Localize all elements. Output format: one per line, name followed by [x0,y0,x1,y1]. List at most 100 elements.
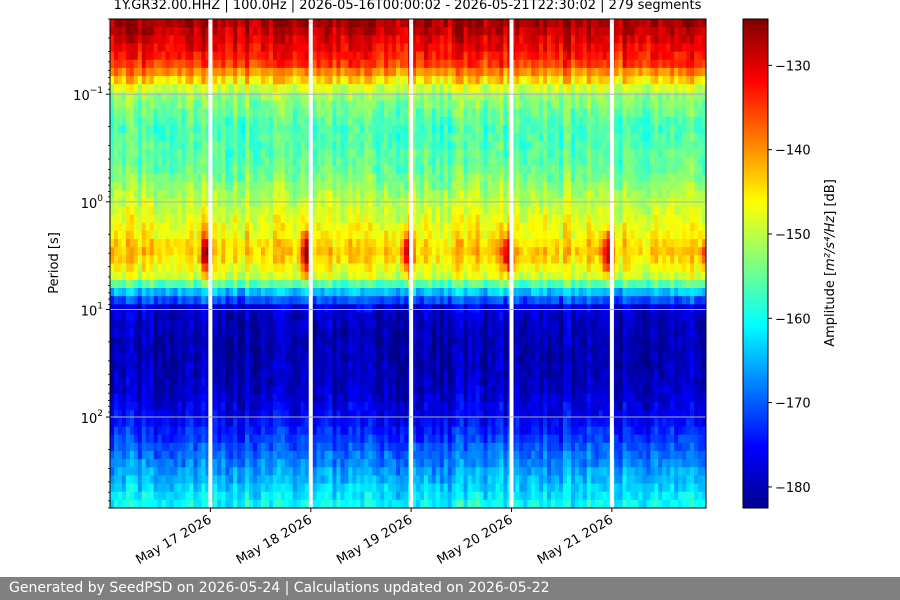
heatmap-cell [292,182,298,191]
heatmap-cell [165,450,171,460]
heatmap-cell [340,353,346,362]
heatmap-cell [352,369,357,379]
heatmap-cell [141,27,147,36]
heatmap-cell [423,279,429,289]
heatmap-cell [423,108,429,118]
heatmap-cell [177,483,183,493]
heatmap-cell [312,410,318,419]
heatmap-cell [364,116,369,126]
heatmap-cell [181,499,187,508]
heatmap-cell [221,312,226,322]
heatmap-cell [296,410,302,419]
heatmap-cell [165,116,171,126]
heatmap-cell [300,198,306,208]
heatmap-cell [431,499,437,508]
heatmap-cell [288,92,294,102]
heatmap-cell [316,418,322,428]
heatmap-cell [376,100,381,110]
heatmap-cell [419,190,425,199]
heatmap-cell [396,133,401,142]
heatmap-cell [340,287,346,297]
heatmap-cell [169,190,175,199]
heatmap-cell [431,475,437,485]
heatmap-cell [324,108,330,118]
heatmap-cell [328,239,334,248]
heatmap-cell [257,239,262,248]
heatmap-cell [121,76,127,85]
heatmap-cell [411,247,417,256]
heatmap-cell [157,345,163,354]
heatmap-cell [344,385,349,395]
heatmap-cell [181,222,187,232]
heatmap-cell [372,222,377,232]
heatmap-cell [129,222,135,232]
heatmap-cell [328,287,334,297]
heatmap-cell [288,108,294,118]
heatmap-cell [435,198,441,208]
heatmap-cell [439,133,445,142]
heatmap-cell [372,214,377,224]
heatmap-cell [249,124,254,134]
heatmap-cell [229,279,234,289]
heatmap-cell [229,116,234,126]
heatmap-cell [400,320,405,330]
heatmap-cell [117,361,123,371]
heatmap-cell [332,483,338,493]
heatmap-cell [133,320,139,330]
heatmap-cell [376,116,381,126]
heatmap-cell [352,263,357,273]
heatmap-cell [241,369,246,379]
heatmap-cell [117,182,123,191]
heatmap-cell [284,377,290,387]
heatmap-cell [360,84,365,93]
heatmap-cell [205,173,210,183]
heatmap-cell [356,27,361,36]
heatmap-cell [427,263,433,273]
heatmap-cell [229,133,234,142]
heatmap-cell [392,173,397,183]
heatmap-cell [173,345,179,354]
heatmap-cell [153,353,159,362]
heatmap-cell [173,402,179,411]
heatmap-cell [257,271,262,281]
heatmap-cell [276,116,282,126]
heatmap-cell [229,247,234,256]
heatmap-cell [296,84,302,93]
heatmap-cell [137,369,143,379]
heatmap-cell [149,116,155,126]
heatmap-cell [237,271,242,281]
heatmap-cell [110,467,115,476]
heatmap-cell [288,467,294,476]
heatmap-cell [189,190,195,199]
heatmap-cell [320,426,326,436]
heatmap-cell [356,467,361,476]
heatmap-cell [133,157,139,167]
heatmap-cell [253,483,258,493]
heatmap-cell [352,239,357,248]
heatmap-cell [141,459,147,468]
heatmap-cell [364,328,369,338]
heatmap-cell [360,124,365,134]
heatmap-cell [376,410,381,419]
heatmap-cell [249,157,254,167]
heatmap-cell [221,165,226,175]
heatmap-cell [233,133,238,142]
heatmap-cell [221,133,226,142]
heatmap-cell [284,328,290,338]
heatmap-cell [427,173,433,183]
heatmap-cell [129,402,135,411]
heatmap-cell [141,450,147,460]
heatmap-cell [149,84,155,93]
heatmap-cell [296,402,302,411]
heatmap-cell [173,304,179,313]
heatmap-cell [233,190,238,199]
heatmap-cell [356,35,361,45]
heatmap-cell [411,100,417,110]
heatmap-cell [217,442,222,452]
heatmap-cell [125,35,131,45]
heatmap-cell [201,296,206,305]
heatmap-cell [137,206,143,216]
heatmap-cell [189,92,195,102]
heatmap-cell [316,116,322,126]
heatmap-cell [272,182,278,191]
